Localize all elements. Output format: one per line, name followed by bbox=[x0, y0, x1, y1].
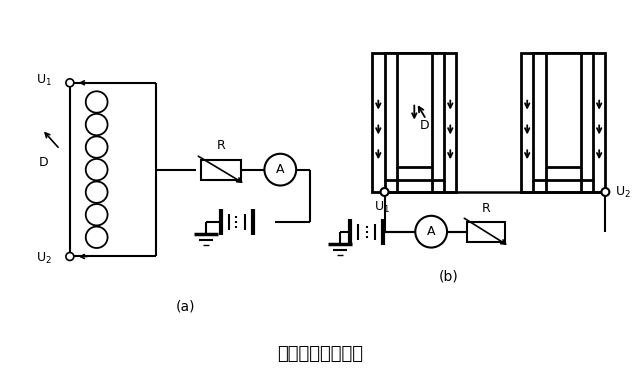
Bar bbox=[467, 222, 504, 242]
Bar bbox=[372, 53, 456, 192]
Circle shape bbox=[415, 216, 447, 248]
Text: U$_2$: U$_2$ bbox=[615, 184, 631, 199]
Text: U$_2$: U$_2$ bbox=[36, 251, 52, 266]
Text: (a): (a) bbox=[176, 299, 196, 313]
Text: D: D bbox=[419, 119, 429, 132]
Bar bbox=[397, 53, 431, 167]
Bar bbox=[521, 53, 605, 192]
Circle shape bbox=[381, 188, 388, 196]
Bar bbox=[533, 53, 593, 179]
Bar bbox=[201, 160, 241, 179]
Ellipse shape bbox=[86, 159, 108, 180]
Ellipse shape bbox=[86, 181, 108, 203]
Bar bbox=[546, 53, 580, 167]
Text: U$_1$: U$_1$ bbox=[36, 73, 52, 88]
Text: A: A bbox=[276, 163, 285, 176]
Text: A: A bbox=[427, 225, 435, 238]
Ellipse shape bbox=[86, 136, 108, 158]
Ellipse shape bbox=[86, 91, 108, 113]
Text: U$_1$: U$_1$ bbox=[374, 200, 390, 215]
Text: R: R bbox=[216, 139, 225, 152]
Text: D: D bbox=[39, 156, 49, 169]
Bar bbox=[385, 53, 444, 179]
Circle shape bbox=[264, 154, 296, 185]
Circle shape bbox=[66, 79, 74, 87]
Text: 磁针法通电示意图: 磁针法通电示意图 bbox=[277, 345, 363, 363]
Text: (b): (b) bbox=[439, 269, 459, 284]
Ellipse shape bbox=[86, 204, 108, 225]
Circle shape bbox=[66, 253, 74, 261]
Circle shape bbox=[602, 188, 609, 196]
Ellipse shape bbox=[86, 227, 108, 248]
Text: R: R bbox=[481, 202, 490, 215]
Ellipse shape bbox=[86, 114, 108, 135]
